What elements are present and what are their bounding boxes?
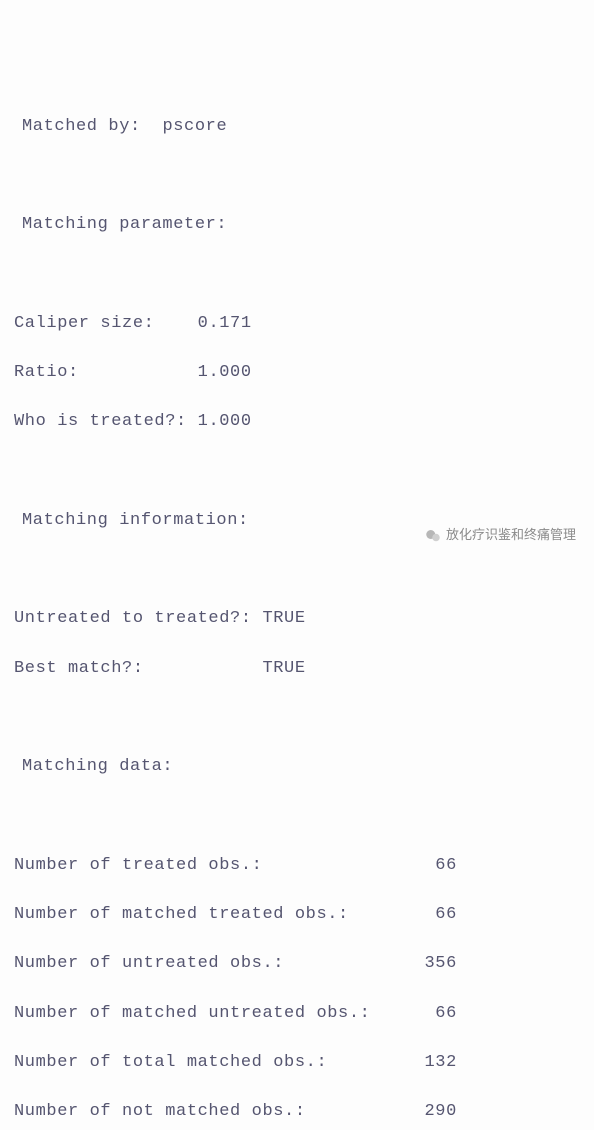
matched-by-value: pscore — [162, 115, 227, 140]
best-match-label: Best match?: — [14, 657, 262, 682]
data-section-title: Matching data: — [22, 755, 580, 780]
ratio-value: 1.000 — [198, 361, 252, 386]
untreated-to-treated-label: Untreated to treated?: — [14, 607, 262, 632]
n-matched-untreated-value: 66 — [392, 1002, 457, 1027]
ratio-row: Ratio: 1.000 — [14, 361, 580, 386]
ratio-label: Ratio: — [14, 361, 198, 386]
watermark-text: 放化疗识鉴和终痛管理 — [446, 526, 576, 545]
n-matched-treated-label: Number of matched treated obs.: — [14, 903, 392, 928]
n-untreated-value: 356 — [392, 952, 457, 977]
caliper-label: Caliper size: — [14, 312, 198, 337]
who-treated-label: Who is treated?: — [14, 410, 198, 435]
best-match-row: Best match?: TRUE — [14, 657, 580, 682]
n-treated-label: Number of treated obs.: — [14, 854, 392, 879]
n-treated-value: 66 — [392, 854, 457, 879]
who-treated-value: 1.000 — [198, 410, 252, 435]
n-not-matched-row: Number of not matched obs.: 290 — [14, 1100, 580, 1125]
watermark: 放化疗识鉴和终痛管理 — [424, 526, 576, 545]
untreated-to-treated-row: Untreated to treated?: TRUE — [14, 607, 580, 632]
matched-by-row: Matched by: pscore — [22, 115, 580, 140]
n-not-matched-label: Number of not matched obs.: — [14, 1100, 392, 1125]
n-matched-treated-value: 66 — [392, 903, 457, 928]
caliper-value: 0.171 — [198, 312, 252, 337]
who-treated-row: Who is treated?: 1.000 — [14, 410, 580, 435]
n-treated-row: Number of treated obs.: 66 — [14, 854, 580, 879]
wechat-icon — [424, 527, 442, 545]
n-matched-untreated-label: Number of matched untreated obs.: — [14, 1002, 392, 1027]
parameter-section-title: Matching parameter: — [22, 213, 580, 238]
caliper-row: Caliper size: 0.171 — [14, 312, 580, 337]
n-untreated-row: Number of untreated obs.: 356 — [14, 952, 580, 977]
untreated-to-treated-value: TRUE — [262, 607, 305, 632]
n-matched-treated-row: Number of matched treated obs.: 66 — [14, 903, 580, 928]
n-total-matched-label: Number of total matched obs.: — [14, 1051, 392, 1076]
n-total-matched-row: Number of total matched obs.: 132 — [14, 1051, 580, 1076]
n-total-matched-value: 132 — [392, 1051, 457, 1076]
n-untreated-label: Number of untreated obs.: — [14, 952, 392, 977]
n-matched-untreated-row: Number of matched untreated obs.: 66 — [14, 1002, 580, 1027]
best-match-value: TRUE — [262, 657, 305, 682]
n-not-matched-value: 290 — [392, 1100, 457, 1125]
matched-by-label: Matched by: — [22, 115, 141, 140]
